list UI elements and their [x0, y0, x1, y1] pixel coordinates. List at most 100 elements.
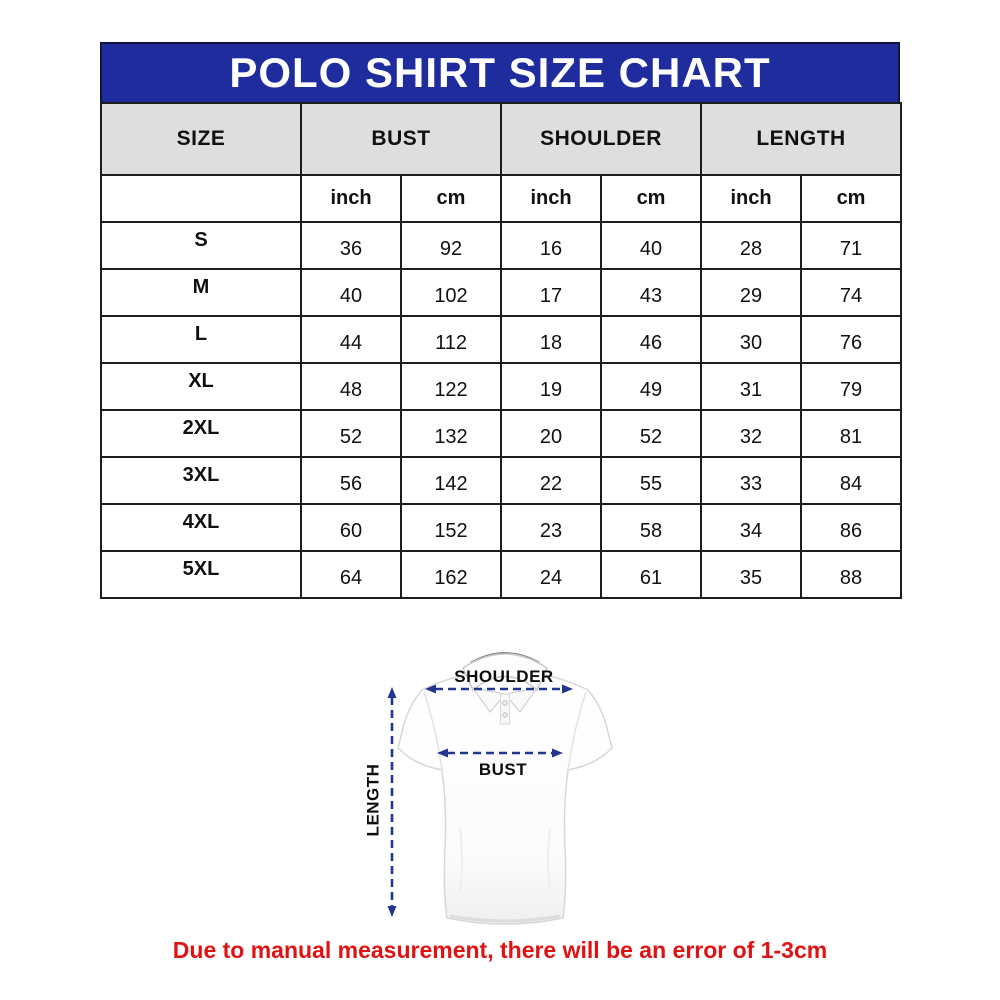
value-cell: 88 [800, 550, 903, 599]
value-cell: 31 [700, 362, 803, 411]
button-placket [499, 693, 511, 725]
unit-header-shoulder-inch: inch [500, 174, 603, 223]
size-cell: L [100, 315, 302, 364]
value-cell: 60 [300, 503, 402, 552]
collar-left-point [471, 687, 507, 713]
collar-right-point [503, 687, 539, 713]
value-cell: 76 [800, 315, 903, 364]
fold-line [459, 827, 463, 891]
value-cell: 43 [600, 268, 703, 317]
unit-header-shoulder-cm: cm [600, 174, 703, 223]
size-cell: M [100, 268, 302, 317]
unit-header-bust-inch: inch [300, 174, 402, 223]
table-row-3xl: 3XL 56 142 22 55 33 84 [100, 456, 903, 505]
polo-shirt-illustration: SHOULDER BUST LENGTH [363, 652, 613, 925]
size-cell: 5XL [100, 550, 302, 599]
value-cell: 52 [600, 409, 703, 458]
left-sleeve-seam [423, 691, 443, 771]
value-cell: 18 [500, 315, 603, 364]
table-row-5xl: 5XL 64 162 24 61 35 88 [100, 550, 903, 599]
chart-title-banner: POLO SHIRT SIZE CHART [100, 42, 900, 104]
value-cell: 56 [300, 456, 402, 505]
bust-label: BUST [479, 760, 527, 779]
table-row-s: S 36 92 16 40 28 71 [100, 221, 903, 270]
table-row-l: L 44 112 18 46 30 76 [100, 315, 903, 364]
unit-header-length-inch: inch [700, 174, 803, 223]
value-cell: 16 [500, 221, 603, 270]
column-header-shoulder: SHOULDER [500, 102, 703, 176]
column-header-size: SIZE [100, 102, 302, 176]
value-cell: 32 [700, 409, 803, 458]
value-cell: 112 [399, 315, 503, 364]
value-cell: 102 [399, 268, 503, 317]
value-cell: 24 [500, 550, 603, 599]
unit-header-row: inch cm inch cm inch cm [100, 174, 903, 223]
value-cell: 64 [300, 550, 402, 599]
value-cell: 34 [700, 503, 803, 552]
size-chart-table: SIZE BUST SHOULDER LENGTH inch cm inch c… [100, 102, 903, 599]
unit-header-length-cm: cm [800, 174, 903, 223]
shirt-body [397, 669, 613, 925]
value-cell: 20 [500, 409, 603, 458]
value-cell: 71 [800, 221, 903, 270]
bust-arrow [437, 748, 563, 758]
value-cell: 79 [800, 362, 903, 411]
fold-line [547, 827, 551, 891]
length-label: LENGTH [363, 764, 382, 837]
value-cell: 28 [700, 221, 803, 270]
value-cell: 49 [600, 362, 703, 411]
column-header-length: LENGTH [700, 102, 903, 176]
table-row-m: M 40 102 17 43 29 74 [100, 268, 903, 317]
measurement-disclaimer: Due to manual measurement, there will be… [172, 937, 828, 963]
value-cell: 81 [800, 409, 903, 458]
shoulder-label: SHOULDER [454, 667, 553, 686]
size-cell: S [100, 221, 302, 270]
value-cell: 23 [500, 503, 603, 552]
value-cell: 35 [700, 550, 803, 599]
table-row-2xl: 2XL 52 132 20 52 32 81 [100, 409, 903, 458]
value-cell: 40 [600, 221, 703, 270]
value-cell: 17 [500, 268, 603, 317]
table-row-xl: XL 48 122 19 49 31 79 [100, 362, 903, 411]
value-cell: 55 [600, 456, 703, 505]
value-cell: 30 [700, 315, 803, 364]
value-cell: 132 [399, 409, 503, 458]
group-header-row: SIZE BUST SHOULDER LENGTH [100, 102, 903, 176]
value-cell: 58 [600, 503, 703, 552]
value-cell: 48 [300, 362, 402, 411]
measurement-diagram: SHOULDER BUST LENGTH [358, 628, 658, 948]
unit-header-empty [100, 174, 302, 223]
shoulder-arrow [425, 684, 573, 694]
value-cell: 142 [399, 456, 503, 505]
right-sleeve-seam [567, 691, 587, 771]
value-cell: 92 [399, 221, 503, 270]
page-title: POLO SHIRT SIZE CHART [229, 49, 771, 96]
button [502, 700, 508, 706]
value-cell: 33 [700, 456, 803, 505]
table-row-4xl: 4XL 60 152 23 58 34 86 [100, 503, 903, 552]
unit-header-bust-cm: cm [399, 174, 503, 223]
value-cell: 162 [399, 550, 503, 599]
value-cell: 122 [399, 362, 503, 411]
value-cell: 52 [300, 409, 402, 458]
value-cell: 61 [600, 550, 703, 599]
size-cell: XL [100, 362, 302, 411]
value-cell: 46 [600, 315, 703, 364]
button [502, 712, 508, 718]
value-cell: 86 [800, 503, 903, 552]
value-cell: 36 [300, 221, 402, 270]
value-cell: 29 [700, 268, 803, 317]
value-cell: 74 [800, 268, 903, 317]
hem-shadow [449, 914, 561, 923]
value-cell: 44 [300, 315, 402, 364]
value-cell: 152 [399, 503, 503, 552]
value-cell: 84 [800, 456, 903, 505]
size-cell: 3XL [100, 456, 302, 505]
length-arrow [387, 687, 397, 917]
value-cell: 40 [300, 268, 402, 317]
size-cell: 2XL [100, 409, 302, 458]
value-cell: 22 [500, 456, 603, 505]
collar-band [462, 653, 548, 692]
column-header-bust: BUST [299, 102, 503, 176]
size-cell: 4XL [100, 503, 302, 552]
